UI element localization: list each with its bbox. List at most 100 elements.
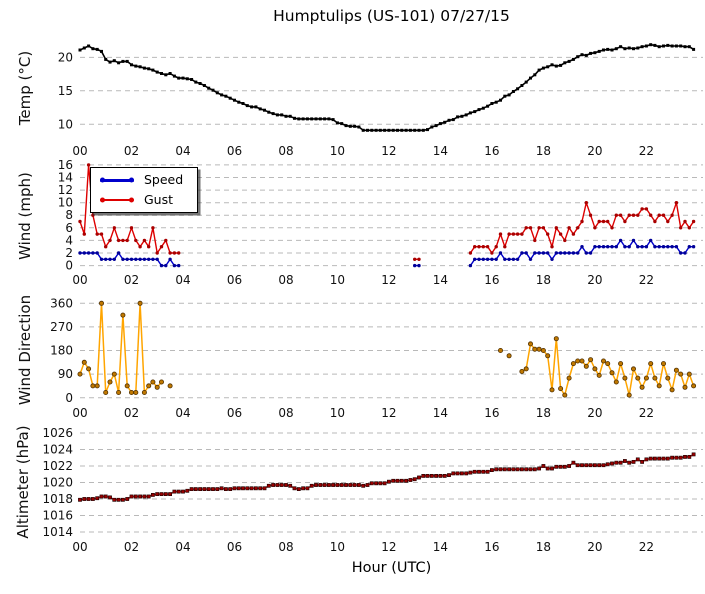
wind-direction-marker xyxy=(77,371,83,377)
wind-gust-marker xyxy=(168,251,172,255)
temp-marker xyxy=(104,57,108,61)
wind-direction-marker xyxy=(618,361,624,367)
wind-gust-marker xyxy=(413,257,417,261)
wind-gust-marker xyxy=(606,219,610,224)
wind-speed-marker xyxy=(666,245,670,249)
wind-speed-marker xyxy=(584,251,588,255)
wind-speed-marker xyxy=(485,257,490,261)
wind-speed-marker xyxy=(494,257,498,261)
temp-marker xyxy=(121,59,125,63)
legend-gust-label: Gust xyxy=(144,191,174,207)
wind-gust-marker xyxy=(610,226,614,230)
wind-direction-marker xyxy=(682,384,688,390)
altimeter-marker xyxy=(558,464,563,469)
temp-marker xyxy=(623,47,627,51)
temp-marker xyxy=(679,44,683,48)
wind-gust-marker xyxy=(155,251,159,255)
temp-marker xyxy=(692,47,696,51)
altimeter-marker xyxy=(464,471,469,476)
wind-direction-marker xyxy=(107,379,113,385)
wind-gust-marker xyxy=(687,226,691,230)
altimeter-marker xyxy=(627,460,632,465)
wind-speed-marker xyxy=(417,263,421,268)
altimeter-marker xyxy=(352,483,357,487)
wind-speed-marker xyxy=(498,251,503,255)
altimeter-marker xyxy=(532,467,537,472)
wind-speed-marker xyxy=(588,251,593,255)
temp-marker xyxy=(160,72,163,75)
altimeter-marker xyxy=(412,477,417,482)
wind-speed-marker xyxy=(618,238,623,243)
wind-speed-marker xyxy=(520,251,524,255)
altimeter-marker xyxy=(236,486,241,491)
altimeter-marker xyxy=(129,494,134,499)
temp-marker xyxy=(481,106,485,110)
wind-gust-marker xyxy=(172,251,177,255)
wind-gust-marker xyxy=(593,226,597,230)
wind-direction-marker xyxy=(691,383,697,389)
wind-gust-marker xyxy=(481,245,485,249)
altimeter-marker xyxy=(507,467,512,472)
altimeter-marker xyxy=(442,473,447,478)
legend-speed-label: Speed xyxy=(144,172,184,187)
wind-gust-marker xyxy=(618,213,623,217)
temp-marker xyxy=(293,116,296,120)
temp-marker xyxy=(430,125,434,129)
wind-speed-marker xyxy=(172,263,177,268)
altimeter-marker xyxy=(121,497,125,502)
wind-speed-marker xyxy=(636,245,640,249)
altimeter-marker xyxy=(151,492,155,497)
temp-marker xyxy=(473,110,477,114)
temp-marker xyxy=(516,87,520,91)
wind-gust-marker xyxy=(533,238,537,243)
temp-marker xyxy=(185,77,189,81)
temp-marker xyxy=(366,128,369,132)
altimeter-marker xyxy=(678,455,683,460)
y-tick-label: 1026 xyxy=(42,426,73,440)
wind-speed-marker xyxy=(528,257,533,261)
temp-marker xyxy=(438,122,442,126)
altimeter-marker xyxy=(614,460,619,465)
temp-marker xyxy=(151,68,155,72)
altimeter-series xyxy=(78,452,696,502)
wind-speed-marker xyxy=(490,257,494,261)
temp-marker xyxy=(636,46,640,50)
altimeter-marker xyxy=(86,497,91,501)
temp-marker xyxy=(653,43,657,47)
altimeter-marker xyxy=(425,473,430,478)
x-tick-label: 16 xyxy=(484,273,499,287)
wind-gust-marker xyxy=(159,245,164,249)
y-tick-label: 0 xyxy=(65,259,73,273)
temp-marker xyxy=(537,68,541,72)
wind-direction-marker xyxy=(639,384,645,390)
wind-speed-marker xyxy=(576,251,580,255)
temp-marker xyxy=(91,47,95,51)
speed-marker-icon xyxy=(100,177,105,183)
y-tick-label: 180 xyxy=(50,344,73,358)
temp-marker xyxy=(172,74,176,78)
wind-gust-marker xyxy=(515,232,520,236)
altimeter-marker xyxy=(670,455,675,460)
temp-marker xyxy=(417,128,421,132)
x-tick-label: 20 xyxy=(587,406,602,420)
wind-direction-marker xyxy=(519,368,525,374)
wind-speed-marker xyxy=(683,251,687,255)
temp-marker xyxy=(267,110,271,114)
temp-marker xyxy=(344,124,348,128)
wind-gust-marker xyxy=(584,201,588,205)
wind-gust-marker xyxy=(151,226,155,230)
wind-speed-marker xyxy=(468,263,473,268)
altimeter-marker xyxy=(550,466,554,471)
altimeter-marker xyxy=(305,486,310,491)
y-tick-label: 10 xyxy=(58,196,73,210)
y-tick-label: 16 xyxy=(58,158,73,172)
wind-direction-axis-label: Wind Direction xyxy=(16,294,34,406)
wind-speed-marker xyxy=(112,257,117,261)
altimeter-marker xyxy=(683,454,687,459)
wind-direction-line xyxy=(79,302,695,396)
wind-gust-marker xyxy=(116,238,121,243)
temp-marker xyxy=(181,76,185,80)
temp-marker xyxy=(254,105,258,109)
y-tick-label: 90 xyxy=(58,367,73,381)
